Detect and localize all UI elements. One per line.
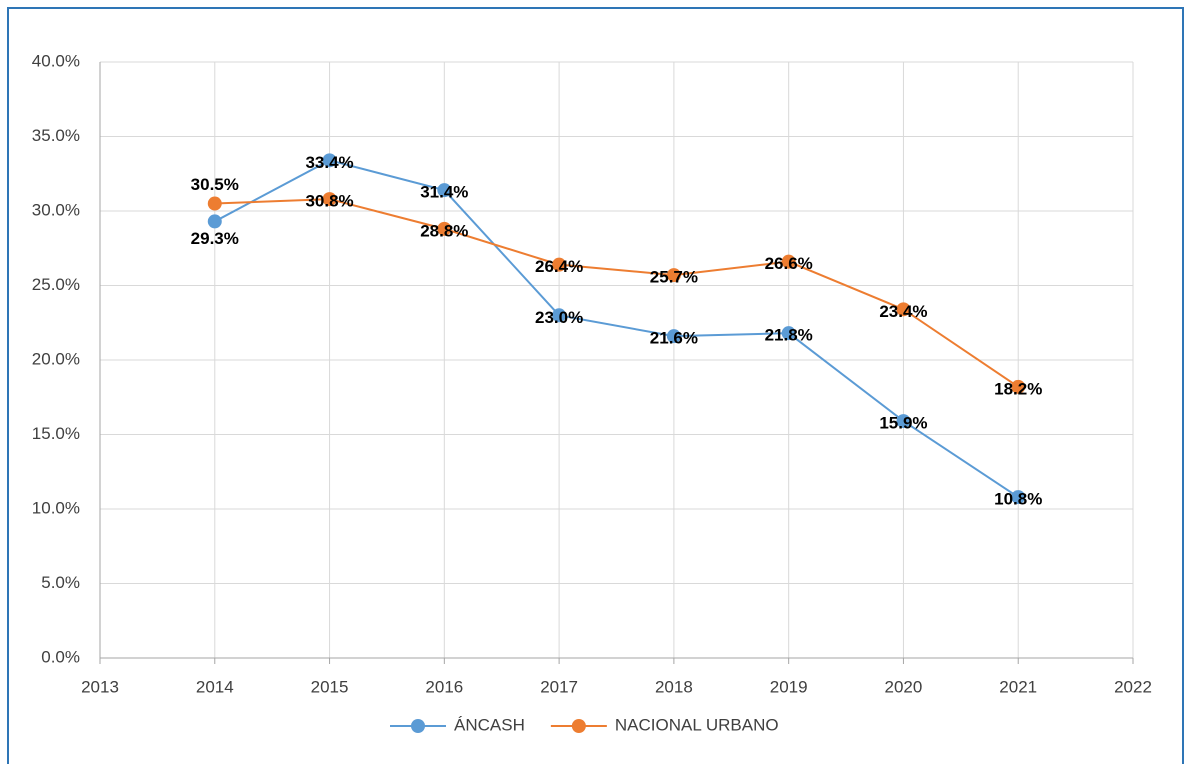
- marker: [207, 214, 222, 229]
- y-tick-label: 35.0%: [32, 126, 80, 145]
- marker: [666, 329, 681, 344]
- x-tick-label: 2020: [885, 677, 923, 696]
- marker: [207, 196, 222, 211]
- x-tick-label: 2014: [196, 677, 234, 696]
- data-label: 29.3%: [191, 229, 239, 248]
- data-label: 21.8%: [765, 326, 813, 345]
- marker: [896, 302, 911, 317]
- data-label: 26.6%: [765, 254, 813, 273]
- x-tick-label: 2019: [770, 677, 808, 696]
- marker: [437, 221, 452, 236]
- marker: [896, 414, 911, 429]
- data-label: 18.2%: [994, 379, 1042, 398]
- marker: [781, 254, 796, 269]
- x-tick-label: 2016: [425, 677, 463, 696]
- data-label: 33.4%: [305, 153, 353, 172]
- legend-marker: [571, 719, 586, 733]
- marker: [666, 268, 681, 283]
- data-label: 21.6%: [650, 329, 698, 348]
- marker: [437, 183, 452, 198]
- y-tick-label: 25.0%: [32, 275, 80, 294]
- y-tick-label: 30.0%: [32, 200, 80, 219]
- chart-frame: [7, 7, 1184, 764]
- x-tick-label: 2015: [311, 677, 349, 696]
- marker: [781, 326, 796, 341]
- x-tick-label: 2022: [1114, 677, 1152, 696]
- data-label: 10.8%: [994, 490, 1042, 509]
- x-tick-label: 2018: [655, 677, 693, 696]
- data-label: 30.5%: [191, 175, 239, 194]
- legend-marker: [411, 719, 425, 733]
- marker: [552, 308, 567, 323]
- x-tick-label: 2013: [81, 677, 119, 696]
- data-label: 23.0%: [535, 308, 583, 327]
- marker: [322, 153, 337, 168]
- y-tick-label: 40.0%: [32, 51, 80, 70]
- marker: [552, 257, 567, 272]
- data-label: 25.7%: [650, 268, 698, 287]
- marker: [1011, 490, 1026, 505]
- y-tick-label: 5.0%: [41, 573, 80, 592]
- marker: [1011, 379, 1026, 394]
- y-tick-label: 0.0%: [41, 647, 80, 666]
- y-tick-label: 15.0%: [32, 424, 80, 443]
- y-tick-label: 10.0%: [32, 498, 80, 517]
- series-line: [214, 159, 1019, 498]
- series-line: [214, 198, 1019, 388]
- y-tick-label: 20.0%: [32, 349, 80, 368]
- data-label: 26.4%: [535, 257, 583, 276]
- legend-label: ÁNCASH: [454, 715, 525, 734]
- data-label: 31.4%: [420, 183, 468, 202]
- data-label: 15.9%: [879, 414, 927, 433]
- marker: [322, 192, 337, 207]
- x-tick-label: 2017: [540, 677, 578, 696]
- legend-label: NACIONAL URBANO: [615, 715, 779, 734]
- data-label: 30.8%: [305, 192, 353, 211]
- data-label: 23.4%: [879, 302, 927, 321]
- x-tick-label: 2021: [999, 677, 1037, 696]
- data-label: 28.8%: [420, 221, 468, 240]
